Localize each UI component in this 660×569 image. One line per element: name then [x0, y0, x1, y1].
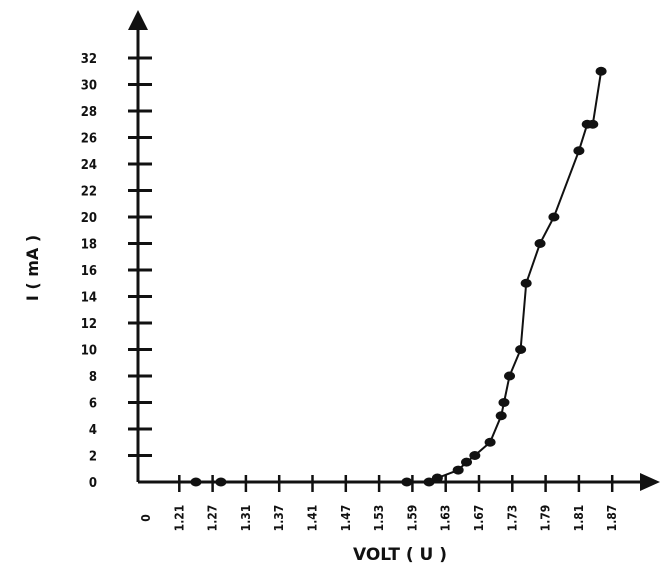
- data-point: [498, 398, 510, 407]
- data-point: [495, 411, 507, 421]
- y-tick-label: 4: [89, 423, 97, 438]
- data-point: [484, 437, 496, 447]
- y-tick-label: 2: [89, 450, 97, 465]
- y-tick-label: 0: [89, 476, 97, 491]
- x-axis-arrow: [640, 473, 660, 491]
- x-tick-label: 1.27: [206, 505, 220, 532]
- x-tick-label: 1.87: [605, 505, 619, 532]
- x-tick-label: 1.31: [239, 505, 253, 532]
- x-tick-label: 1.79: [539, 505, 553, 532]
- x-tick-label: 1.47: [339, 505, 353, 532]
- y-tick-label: 30: [81, 79, 97, 94]
- y-tick-label: 10: [81, 344, 97, 359]
- y-tick-label: 28: [81, 105, 97, 120]
- x-tick-label: 0: [139, 514, 153, 522]
- data-point: [423, 477, 435, 487]
- y-tick-label: 32: [81, 52, 97, 67]
- data-points: [190, 66, 607, 487]
- y-tick-label: 6: [89, 397, 97, 412]
- y-tick-label: 20: [81, 211, 97, 226]
- data-point: [452, 465, 464, 475]
- data-point: [431, 473, 443, 483]
- data-point: [515, 345, 527, 354]
- y-tick-label: 14: [81, 291, 97, 306]
- x-tick-label: 1.81: [572, 505, 586, 532]
- data-point: [595, 66, 607, 76]
- x-tick-label: 1.21: [172, 505, 186, 532]
- data-point: [461, 457, 473, 467]
- x-tick-label: 1.73: [505, 505, 519, 532]
- y-tick-label: 16: [81, 264, 97, 279]
- y-tick-label: 26: [81, 132, 97, 147]
- x-axis-ticks: 0 1.21 1.27 1.31 1.37 1.41 1.47 1.53 1.59 1.63 1.6…: [139, 475, 619, 531]
- x-tick-label: 1.67: [472, 505, 486, 532]
- x-tick-label: 1.53: [372, 505, 386, 532]
- data-point: [573, 146, 585, 156]
- data-point: [548, 212, 560, 222]
- y-tick-label: 8: [89, 370, 97, 385]
- y-axis-arrow: [128, 10, 148, 30]
- y-tick-label: 22: [81, 185, 97, 200]
- data-point: [520, 278, 532, 288]
- y-tick-label: 24: [81, 158, 97, 173]
- data-point: [587, 119, 599, 129]
- x-tick-label: 1.37: [272, 505, 286, 532]
- data-point: [504, 371, 516, 381]
- data-point: [215, 477, 227, 487]
- x-tick-label: 1.63: [439, 505, 453, 532]
- data-point: [401, 477, 413, 487]
- x-tick-label: 1.59: [405, 505, 419, 532]
- y-tick-label: 12: [81, 317, 97, 332]
- data-point: [534, 239, 546, 248]
- data-point: [190, 477, 202, 487]
- x-axis-title: VOLT ( U ): [353, 545, 447, 565]
- series-line: [138, 71, 603, 483]
- data-point: [469, 451, 481, 460]
- y-tick-label: 18: [81, 238, 97, 253]
- x-tick-label: 1.41: [306, 505, 320, 532]
- y-axis-title: I ( mA ): [23, 235, 42, 301]
